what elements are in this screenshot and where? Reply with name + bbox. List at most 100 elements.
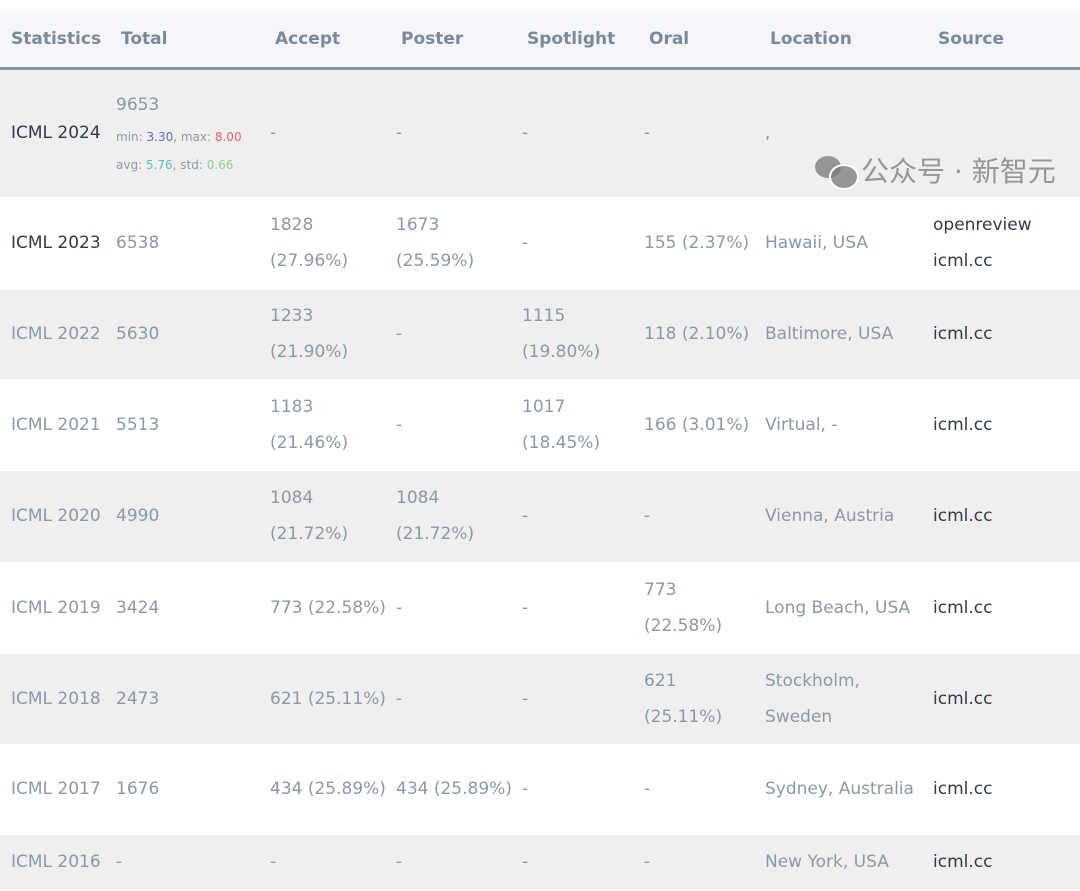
cell-oral: - [638, 743, 759, 835]
stat-min-label: min: [116, 130, 147, 145]
cell-accept: 1233 (21.90%) [264, 289, 390, 379]
watermark-text: 公众号 · 新智元 [861, 155, 1056, 188]
cell-oral: 118 (2.10%) [638, 289, 759, 379]
cell-poster: - [390, 561, 516, 654]
cell-location: Hawaii, USA [759, 196, 927, 290]
cell-poster: - [390, 834, 516, 890]
cell-poster: 1673 (25.59%) [390, 196, 516, 290]
table-row: ICML 2016- - - - - New York, USA icml.cc [0, 834, 1080, 890]
stat-max: 8.00 [214, 130, 242, 145]
cell-total: 3424 [110, 561, 264, 654]
cell-total: 5513 [110, 378, 264, 471]
statistics-table: Statistics Total Accept Poster Spotlight Oral… [0, 10, 1080, 890]
source-link[interactable]: openreview [933, 215, 1032, 235]
cell-accept: 773 (22.58%) [264, 561, 390, 654]
cell-name: ICML 2023 [0, 196, 110, 290]
cell-source: icml.cc [927, 743, 1080, 835]
cell-accept: 1828 (27.96%) [264, 196, 390, 290]
cell-total: - [110, 834, 264, 890]
cell-spotlight: - [516, 470, 638, 562]
score-stats: avg: 5.76, std: 0.66 [116, 151, 264, 179]
cell-oral: 773 (22.58%) [638, 561, 759, 654]
cell-oral: 166 (3.01%) [638, 378, 759, 471]
table-row: ICML 2019 3424 773 (22.58%) - -773 (22.58%) L… [0, 561, 1080, 654]
cell-source [927, 68, 1080, 197]
cell-source: icml.cc [927, 653, 1080, 744]
source-link[interactable]: icml.cc [933, 852, 993, 872]
cell-location: Vienna, Austria [759, 470, 927, 562]
cell-poster: - [390, 68, 516, 197]
cell-source: icml.cc [927, 378, 1080, 471]
cell-source: openreview icml.cc [927, 196, 1080, 290]
cell-spotlight: - [516, 653, 638, 744]
wechat-icon [815, 154, 859, 190]
cell-accept: 434 (25.89%) [264, 743, 390, 835]
watermark: 公众号 · 新智元 [815, 150, 1056, 190]
cell-poster: - [390, 378, 516, 471]
cell-name: ICML 2022 [0, 289, 110, 379]
cell-location: Stockholm, Sweden [759, 653, 927, 744]
column-header-source[interactable]: Source [927, 10, 1080, 70]
stat-max-label: , max: [173, 130, 215, 145]
source-link[interactable]: icml.cc [933, 414, 993, 435]
cell-location: New York, USA [759, 834, 927, 890]
cell-total: 1676 [110, 743, 264, 835]
column-header-total[interactable]: Total [110, 10, 264, 70]
cell-source: icml.cc [927, 561, 1080, 654]
cell-location: Sydney, Australia [759, 743, 927, 835]
column-header-oral[interactable]: Oral [638, 10, 759, 70]
column-header-spotlight[interactable]: Spotlight [516, 10, 638, 70]
cell-spotlight: - [516, 68, 638, 197]
column-header-location[interactable]: Location [759, 10, 927, 70]
cell-poster: - [390, 653, 516, 744]
source-link[interactable]: icml.cc [933, 324, 993, 344]
source-link[interactable]: icml.cc [933, 506, 993, 526]
cell-accept: 1183 (21.46%) [264, 378, 390, 471]
cell-location: Long Beach, USA [759, 561, 927, 654]
cell-oral: 155 (2.37%) [638, 196, 759, 290]
cell-total: 2473 [110, 653, 264, 744]
column-header-poster[interactable]: Poster [390, 10, 516, 70]
cell-spotlight: - [516, 834, 638, 890]
cell-spotlight: 1115 (19.80%) [516, 289, 638, 379]
column-header-accept[interactable]: Accept [264, 10, 390, 70]
score-stats: min: 3.30, max: 8.00 [116, 123, 264, 151]
table-row: ICML 2017 1676 434 (25.89%) 434 (25.89%) - - S… [0, 743, 1080, 835]
cell-name: ICML 2016 [0, 834, 110, 890]
cell-poster: 434 (25.89%) [390, 743, 516, 835]
stat-std-label: , std: [172, 158, 207, 173]
stat-avg-label: avg: [116, 158, 146, 173]
table-row: ICML 2023 6538 1828 (27.96%) 1673 (25.59%) -… [0, 196, 1080, 290]
cell-accept: - [264, 68, 390, 197]
source-link[interactable]: icml.cc [933, 779, 993, 799]
table-row: ICML 2022 5630 1233 (21.90%) -1115 (19.80%)… [0, 289, 1080, 379]
cell-oral: - [638, 470, 759, 562]
source-link[interactable]: icml.cc [933, 688, 993, 709]
cell-oral: 621 (25.11%) [638, 653, 759, 744]
cell-total: 9653 min: 3.30, max: 8.00 avg: 5.76, std: … [110, 68, 264, 197]
cell-accept: 621 (25.11%) [264, 653, 390, 744]
cell-location: Virtual, - [759, 378, 927, 471]
cell-total: 6538 [110, 196, 264, 290]
cell-spotlight: 1017 (18.45%) [516, 378, 638, 471]
stat-min: 3.30 [146, 130, 174, 145]
cell-poster: - [390, 289, 516, 379]
cell-accept: - [264, 834, 390, 890]
cell-source: icml.cc [927, 289, 1080, 379]
cell-spotlight: - [516, 743, 638, 835]
source-link[interactable]: icml.cc [933, 251, 993, 271]
cell-spotlight: - [516, 196, 638, 290]
cell-name: ICML 2018 [0, 653, 110, 744]
table-row: ICML 2020 4990 1084 (21.72%) 1084 (21.72%) -… [0, 470, 1080, 562]
cell-oral: - [638, 834, 759, 890]
cell-name: ICML 2021 [0, 378, 110, 471]
column-header-statistics[interactable]: Statistics [0, 10, 110, 70]
stat-std: 0.66 [206, 158, 234, 173]
source-link[interactable]: icml.cc [933, 597, 993, 618]
cell-accept: 1084 (21.72%) [264, 470, 390, 562]
cell-source: icml.cc [927, 470, 1080, 562]
cell-name: ICML 2020 [0, 470, 110, 562]
cell-poster: 1084 (21.72%) [390, 470, 516, 562]
table-header: Statistics Total Accept Poster Spotlight Oral… [0, 10, 1080, 70]
cell-name: ICML 2017 [0, 743, 110, 835]
